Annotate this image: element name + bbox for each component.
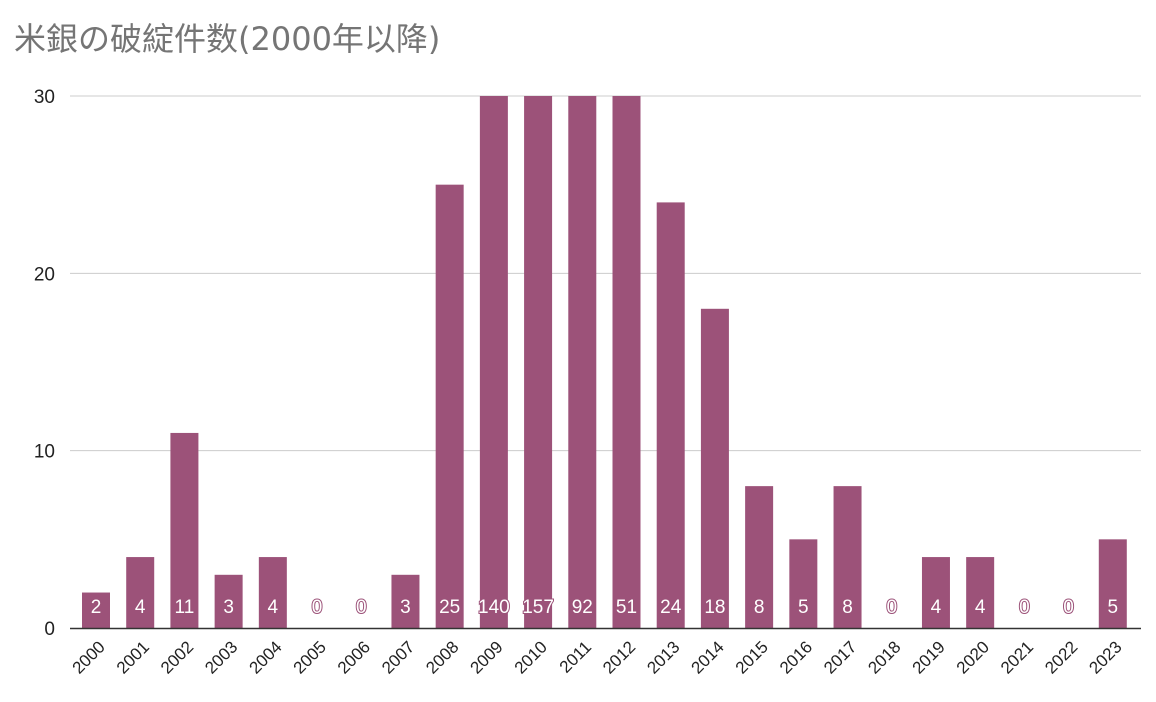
bar-2015 [745,486,774,628]
bar-2020 [966,557,995,628]
data-label-2012: 51 [616,597,637,618]
data-label-2007: 3 [400,597,411,618]
data-label-2018: 0 [886,597,897,618]
data-label-2009: 140 [478,597,510,618]
data-label-2016: 5 [798,597,809,618]
data-label-2019: 4 [931,597,942,618]
data-label-2022: 0 [1063,597,1074,618]
data-label-2003: 3 [223,597,234,618]
bar-2023 [1098,539,1127,628]
bars [82,96,1127,628]
bar-2001 [126,557,155,628]
x-tick-label: 2014 [688,637,728,677]
bar-2007 [391,574,420,628]
data-label-2023: 5 [1108,597,1119,618]
x-tick-label: 2004 [245,637,285,677]
data-label-2011: 92 [572,597,593,618]
y-tick-label: 0 [44,619,55,640]
bar-2003 [214,574,243,628]
x-tick-label: 2012 [599,637,639,677]
bar-2000 [82,592,110,628]
data-label-2015: 8 [754,597,765,618]
data-label-2001: 4 [135,597,146,618]
data-label-2021: 0 [1019,597,1030,618]
x-tick-label: 2023 [1085,637,1125,677]
data-label-2006: 0 [356,597,367,618]
gridlines [70,95,1141,452]
x-tick-label: 2008 [422,637,462,677]
x-tick-label: 2006 [334,637,374,677]
x-tick-label: 2001 [113,637,153,677]
data-label-2002: 11 [175,597,195,618]
data-label-2017: 8 [842,597,853,618]
y-tick-label: 30 [34,87,55,108]
x-tick-label: 2016 [776,637,816,677]
x-tick-label: 2007 [378,637,418,677]
x-tick-label: 2020 [953,637,993,677]
x-tick-label: 2019 [909,637,949,677]
x-tick-label: 2018 [864,637,904,677]
chart-title: 米銀の破綻件数(2000年以降) [14,20,441,58]
bar-2009 [479,96,508,628]
data-label-2020: 4 [975,597,986,618]
bar-2004 [258,557,287,628]
x-tick-label: 2003 [201,637,241,677]
bar-2017 [833,486,862,628]
data-label-2014: 18 [704,597,725,618]
data-label-2013: 24 [660,597,682,618]
y-tick-label: 20 [34,264,55,285]
bar-2014 [700,308,729,628]
x-tick-label: 2022 [1041,637,1081,677]
bar-2013 [656,202,685,628]
data-label-2010: 157 [522,597,554,618]
bar-2011 [568,96,597,628]
x-tick-label: 2002 [157,637,197,677]
x-tick-label: 2005 [290,637,330,677]
bar-2008 [435,184,464,628]
bar-2012 [612,96,641,628]
y-tick-label: 10 [34,442,55,463]
bar-2019 [921,557,950,628]
x-axis-ticks: 2000 2001 2002 2003 2004 2005 2006 2007 2008 2009… [69,637,1126,677]
data-label-2008: 25 [439,597,460,618]
x-tick-label: 2021 [997,637,1037,677]
data-label-2005: 0 [312,597,323,618]
data-label-2000: 2 [91,597,102,618]
x-tick-label: 2013 [643,637,683,677]
x-tick-label: 2017 [820,637,860,677]
x-tick-label: 2010 [511,637,551,677]
x-tick-label: 2011 [556,637,595,676]
data-labels: 2 4 11 3 4 0 0 3 25 140 157 92 51 24 18 8 5 8 0 4 4 0 0 5 [90,596,1119,619]
bar-2002 [170,432,199,628]
y-axis-ticks: 0 10 20 30 [34,87,55,640]
x-tick-label: 2000 [69,637,109,677]
x-tick-label: 2009 [467,637,507,677]
x-tick-label: 2015 [732,637,772,677]
bar-2016 [789,539,818,628]
data-label-2004: 4 [268,597,279,618]
bar-2010 [524,96,553,628]
